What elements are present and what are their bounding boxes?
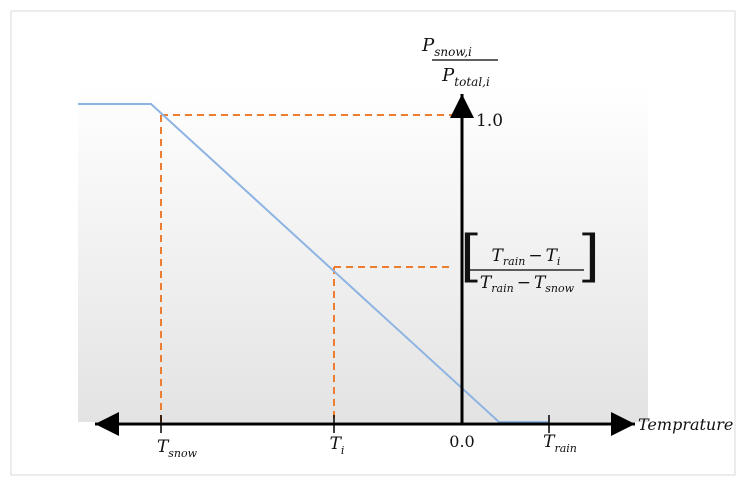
formula: [ Train − Ti Train − Tsnow ] <box>460 224 600 295</box>
formula-right-bracket: ] <box>578 224 600 289</box>
formula-left-bracket: [ <box>460 224 482 289</box>
y-tick-label-top: 1.0 <box>476 111 503 131</box>
x-axis-title: Temprature <box>638 415 733 434</box>
formula-numerator: Train − Ti <box>492 246 561 268</box>
guide-lines <box>160 114 452 424</box>
plot-background <box>78 82 648 422</box>
y-axis-label: Psnow,i Ptotal,i <box>421 35 498 89</box>
x-label-origin: 0.0 <box>449 432 474 451</box>
x-label-t-i: Ti <box>330 434 345 457</box>
y-label-numerator: Psnow,i <box>421 35 472 59</box>
y-label-denominator: Ptotal,i <box>441 65 490 89</box>
x-label-t-snow: Tsnow <box>157 437 198 460</box>
x-axis-ticks <box>160 415 550 433</box>
x-label-t-rain: Train <box>543 432 577 455</box>
diagram-frame <box>10 10 736 476</box>
formula-denominator: Train − Tsnow <box>480 273 575 295</box>
